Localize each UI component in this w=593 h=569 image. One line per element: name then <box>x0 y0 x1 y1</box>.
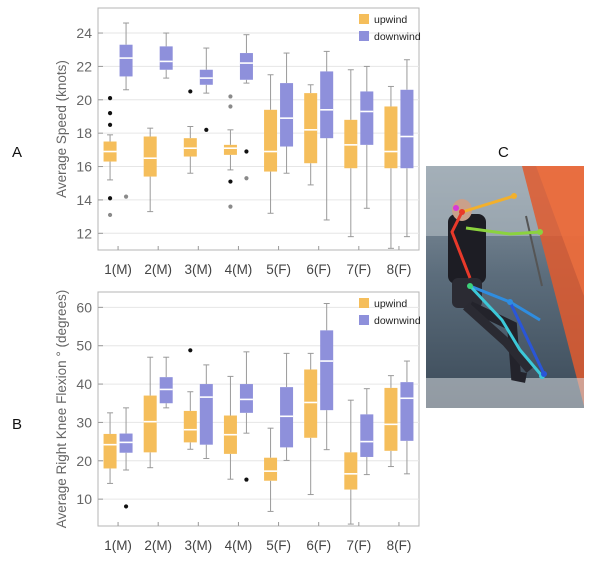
x-tick-label: 4(M) <box>225 538 253 553</box>
y-tick-label: 18 <box>76 125 92 141</box>
outlier-point <box>228 104 233 109</box>
legend-label-upwind: upwind <box>374 298 407 310</box>
panel-label-b: B <box>12 416 23 433</box>
x-tick-label: 7(F) <box>346 538 371 553</box>
x-tick-label: 8(F) <box>387 538 412 553</box>
outlier-point <box>107 212 113 218</box>
box-upwind <box>264 109 278 172</box>
panel-label-c: C <box>498 144 509 161</box>
box-upwind <box>344 119 358 169</box>
x-tick-label: 1(M) <box>104 262 132 277</box>
outlier-point <box>188 89 193 94</box>
legend-label-downwind: downwind <box>374 31 421 43</box>
box-downwind <box>159 46 173 70</box>
y-tick-label: 60 <box>76 299 92 315</box>
box-downwind <box>119 44 133 77</box>
y-tick-label: 30 <box>76 414 92 430</box>
outlier-point <box>107 122 113 127</box>
outlier-point <box>244 477 249 482</box>
outlier-point <box>244 149 249 154</box>
y-tick-label: 16 <box>76 159 92 175</box>
panel-label-a: A <box>12 144 23 161</box>
box-downwind <box>199 69 213 85</box>
box-upwind <box>344 452 358 490</box>
x-tick-label: 6(F) <box>306 538 331 553</box>
box-downwind <box>360 91 374 145</box>
x-tick-label: 2(M) <box>144 538 172 553</box>
legend-swatch-downwind <box>359 31 369 41</box>
y-tick-label: 14 <box>76 192 92 208</box>
box-downwind <box>360 414 374 457</box>
y-tick-label: 20 <box>76 453 92 469</box>
x-tick-label: 8(F) <box>387 262 412 277</box>
x-tick-label: 6(F) <box>306 262 331 277</box>
outlier-point <box>244 176 249 181</box>
box-upwind <box>223 144 237 155</box>
outlier-point <box>228 204 233 209</box>
outlier-point <box>228 94 233 99</box>
x-tick-label: 5(F) <box>266 538 291 553</box>
outlier-point <box>123 194 129 199</box>
x-tick-label: 3(M) <box>184 262 212 277</box>
box-upwind <box>304 93 318 164</box>
x-tick-label: 5(F) <box>266 262 291 277</box>
box-upwind <box>264 457 278 481</box>
x-tick-label: 2(M) <box>144 262 172 277</box>
box-upwind <box>143 395 157 453</box>
outlier-point <box>107 96 113 101</box>
y-tick-label: 22 <box>76 58 92 74</box>
box-upwind <box>183 138 197 157</box>
y-tick-label: 20 <box>76 92 92 108</box>
x-tick-label: 7(F) <box>346 262 371 277</box>
speed-boxplot: 12 14 16 18 20 22 24 Average Speed (knots) 1(M) 2… <box>54 7 421 277</box>
y-axis-label: Average Speed (knots) <box>54 60 69 198</box>
box-downwind <box>280 83 294 147</box>
knee-flexion-boxplot: 10 20 30 40 50 60 Average Right Knee Flexion °… <box>54 290 421 553</box>
windsurfer-pose-photo <box>426 166 584 408</box>
y-tick-label: 24 <box>76 25 92 41</box>
y-tick-label: 50 <box>76 338 92 354</box>
box-upwind <box>103 433 117 469</box>
box-upwind <box>384 106 398 169</box>
outlier-point <box>107 196 113 201</box>
legend-label-downwind: downwind <box>374 315 421 327</box>
outlier-point <box>123 504 129 509</box>
y-axis-label: Average Right Knee Flexion ° (degrees) <box>54 290 69 529</box>
legend-swatch-downwind <box>359 315 369 325</box>
x-tick-label: 1(M) <box>104 538 132 553</box>
outlier-point <box>188 348 193 353</box>
outlier-point <box>204 127 209 132</box>
outlier-point <box>107 111 113 116</box>
legend-label-upwind: upwind <box>374 14 407 26</box>
box-downwind <box>400 382 414 441</box>
x-tick-label: 4(M) <box>225 262 253 277</box>
box-downwind <box>280 387 294 448</box>
y-tick-label: 10 <box>76 491 92 507</box>
box-downwind <box>320 71 334 139</box>
x-tick-label: 3(M) <box>184 538 212 553</box>
box-upwind <box>183 410 197 443</box>
box-downwind <box>239 384 253 413</box>
legend-swatch-upwind <box>359 14 369 24</box>
y-tick-label: 40 <box>76 376 92 392</box>
box-downwind <box>320 330 334 411</box>
box-upwind <box>143 136 157 177</box>
box-downwind <box>239 53 253 80</box>
legend-swatch-upwind <box>359 298 369 308</box>
box-upwind <box>304 369 318 438</box>
box-downwind <box>400 89 414 169</box>
outlier-point <box>228 179 233 184</box>
box-upwind <box>384 387 398 451</box>
box-downwind <box>199 384 213 445</box>
y-tick-label: 12 <box>76 225 92 241</box>
